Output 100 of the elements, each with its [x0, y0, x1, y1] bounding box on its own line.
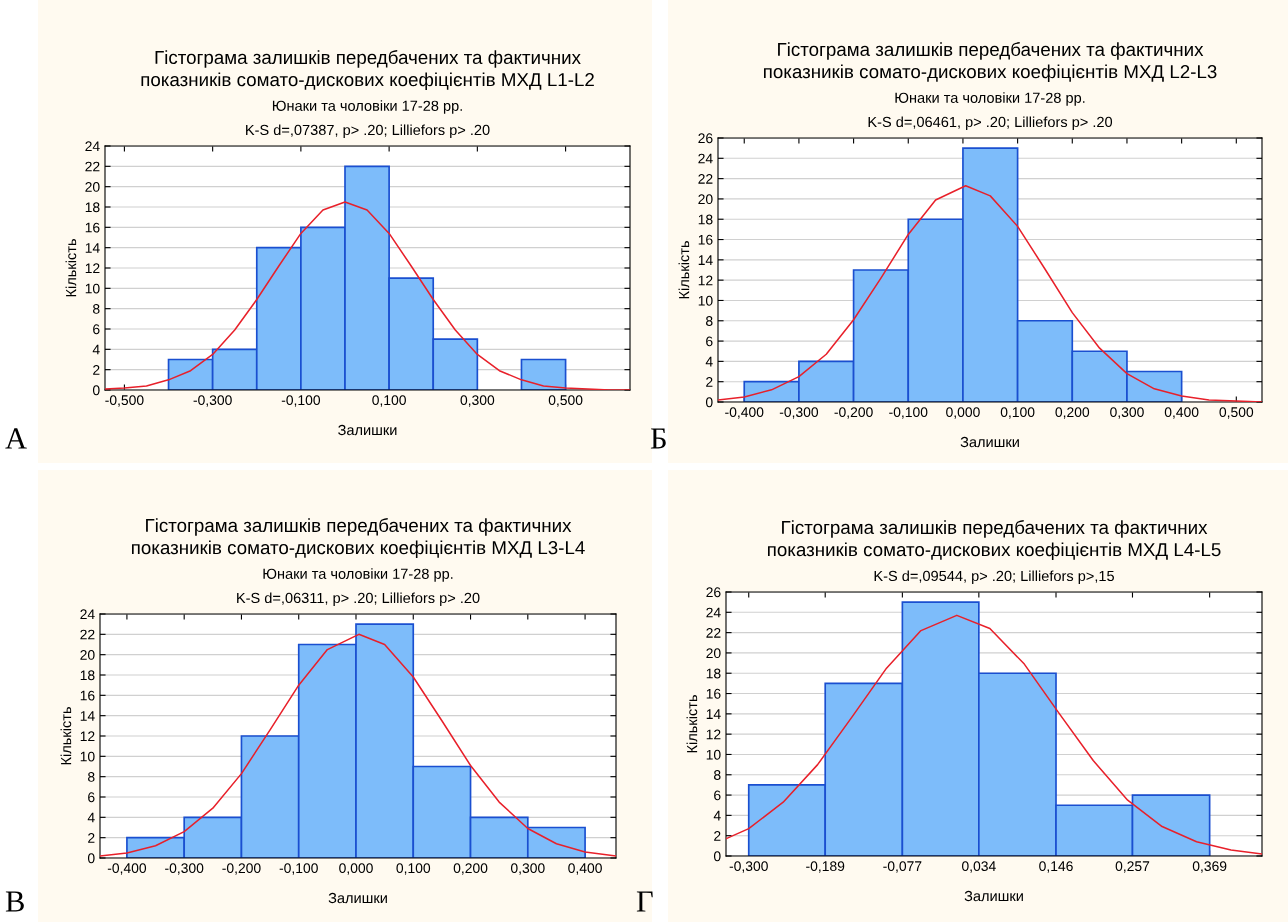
y-tick-label: 2 [93, 365, 100, 375]
y-tick-label: 0 [92, 385, 100, 396]
y-tick-label: 20 [80, 650, 95, 660]
x-tick-label: 0,500 [548, 395, 583, 407]
chart-subtitle: K-S d=,09544, p> .20; Lilliefors p>,15 [874, 570, 1114, 584]
y-tick-label: 22 [706, 627, 721, 638]
x-tick-label: 0,146 [1039, 861, 1073, 873]
chart-subtitle: Юнаки та чоловіки 17-28 рр. K-S d=,07387, p> .20; Lilliefors p> .20 [246, 100, 490, 138]
x-tick-label: 0,000 [339, 863, 373, 875]
x-tick-label: -0,100 [281, 395, 321, 407]
x-tick-label: 0,369 [1192, 861, 1227, 873]
y-tick-label: 6 [714, 790, 721, 801]
x-axis-title: Залишки [328, 892, 387, 904]
y-tick-label: 8 [93, 304, 100, 314]
x-tick-label: 0,500 [1219, 407, 1254, 419]
y-tick-label: 16 [698, 234, 713, 245]
y-tick-label: 14 [698, 255, 713, 265]
x-tick-label: 0,200 [453, 863, 488, 875]
chart-title: Гістограма залишків передбачених та фактичних показників сомато-дискових коефіцієнтів МХД L2-L3 [764, 42, 1217, 82]
x-tick-label: 0,300 [510, 863, 545, 875]
y-tick-label: 26 [706, 587, 721, 598]
y-tick-label: 0 [87, 853, 95, 864]
x-tick-label: -0,300 [729, 861, 768, 873]
y-axis-title: Кількість [65, 239, 77, 297]
x-tick-label: -0,500 [105, 395, 144, 407]
x-tick-label: -0,200 [222, 863, 261, 875]
x-tick-label: 0,200 [1055, 407, 1090, 419]
x-tick-label: 0,300 [1110, 407, 1144, 419]
x-tick-label: 0,400 [568, 863, 602, 875]
x-tick-label: -0,300 [779, 407, 819, 419]
chart-subtitle: Юнаки та чоловіки 17-28 рр. K-S d=,06311, p> .20; Lilliefors p> .20 [237, 568, 480, 606]
y-tick-label: 4 [87, 812, 95, 823]
y-tick-label: 20 [706, 648, 721, 659]
y-tick-label: 8 [706, 316, 713, 326]
y-tick-label: 24 [706, 607, 721, 618]
y-axis-title: Кількість [678, 241, 690, 299]
x-tick-label: -0,400 [725, 407, 764, 419]
y-tick-label: 6 [706, 336, 713, 347]
y-tick-label: 6 [88, 792, 95, 803]
y-tick-label: 24 [80, 609, 95, 620]
chart-title: Гістограма залишків передбачених та фактичних показників сомато-дискових коефіцієнтів МХД L4-L5 [768, 520, 1221, 560]
chart-title: Гістограма залишків передбачених та фактичних показників сомато-дискових коефіцієнтів МХД L3-L4 [132, 518, 585, 558]
y-tick-label: 12 [698, 275, 713, 286]
y-tick-label: 6 [93, 324, 100, 335]
text: Г [636, 891, 653, 912]
y-tick-label: 14 [80, 711, 95, 721]
y-axis-title: Кількість [686, 695, 698, 753]
y-tick-label: 24 [85, 141, 100, 152]
y-tick-label: 2 [88, 833, 95, 843]
y-tick-label: 16 [706, 688, 721, 699]
x-tick-label: 0,100 [1000, 407, 1035, 419]
y-tick-label: 10 [706, 749, 721, 760]
x-tick-label: 0,300 [460, 395, 495, 407]
y-tick-label: 22 [80, 629, 95, 640]
x-tick-label: -0,189 [806, 861, 845, 873]
text: В [5, 891, 24, 912]
x-tick-label: -0,300 [165, 863, 204, 875]
x-tick-label: -0,300 [193, 395, 232, 407]
x-tick-label: -0,200 [834, 407, 873, 419]
y-tick-label: 14 [706, 709, 721, 719]
x-tick-label: 0,000 [946, 407, 980, 419]
x-tick-label: -0,100 [279, 863, 318, 875]
y-tick-label: 2 [714, 831, 721, 841]
y-tick-label: 18 [80, 670, 95, 681]
y-tick-label: 8 [88, 772, 95, 782]
y-tick-label: 22 [85, 161, 100, 172]
chart-subtitle: Юнаки та чоловіки 17-28 рр. K-S d=,06461, p> .20; Lilliefors p> .20 [868, 92, 1113, 130]
x-axis-title: Залишки [960, 436, 1019, 448]
y-tick-label: 12 [85, 263, 100, 274]
x-tick-label: -0,100 [889, 407, 928, 419]
y-tick-label: 16 [80, 690, 95, 701]
y-tick-label: 12 [80, 731, 95, 742]
y-axis-title: Кількість [60, 707, 72, 765]
y-tick-label: 12 [706, 729, 721, 740]
x-tick-label: -0,077 [883, 861, 922, 873]
y-tick-label: 2 [706, 377, 713, 387]
y-tick-label: 18 [85, 202, 100, 213]
y-tick-label: 24 [698, 153, 713, 164]
y-tick-label: 10 [80, 751, 95, 762]
y-tick-label: 22 [698, 173, 713, 184]
x-tick-label: -0,400 [107, 863, 147, 875]
y-tick-label: 20 [85, 182, 100, 192]
x-tick-label: 0,257 [1115, 861, 1150, 873]
x-axis-title: Залишки [964, 890, 1023, 902]
x-tick-label: 0,034 [962, 861, 996, 873]
x-tick-label: 0,100 [396, 863, 431, 875]
y-tick-label: 0 [705, 397, 713, 408]
y-tick-label: 18 [698, 214, 713, 225]
y-tick-label: 20 [698, 194, 713, 205]
y-tick-label: 10 [85, 283, 100, 294]
chart-title: Гістограма залишків передбачених та фактичних показників сомато-дискових коефіцієнтів МХД L1-L2 [141, 50, 594, 90]
y-tick-label: 16 [85, 222, 100, 233]
y-tick-label: 8 [714, 770, 721, 780]
y-tick-label: 4 [705, 356, 713, 367]
x-axis-title: Залишки [338, 424, 397, 436]
y-tick-label: 10 [698, 295, 713, 306]
y-tick-label: 4 [713, 810, 721, 821]
y-tick-label: 18 [706, 668, 721, 679]
text: Б [650, 428, 666, 449]
y-tick-label: 14 [85, 243, 100, 253]
